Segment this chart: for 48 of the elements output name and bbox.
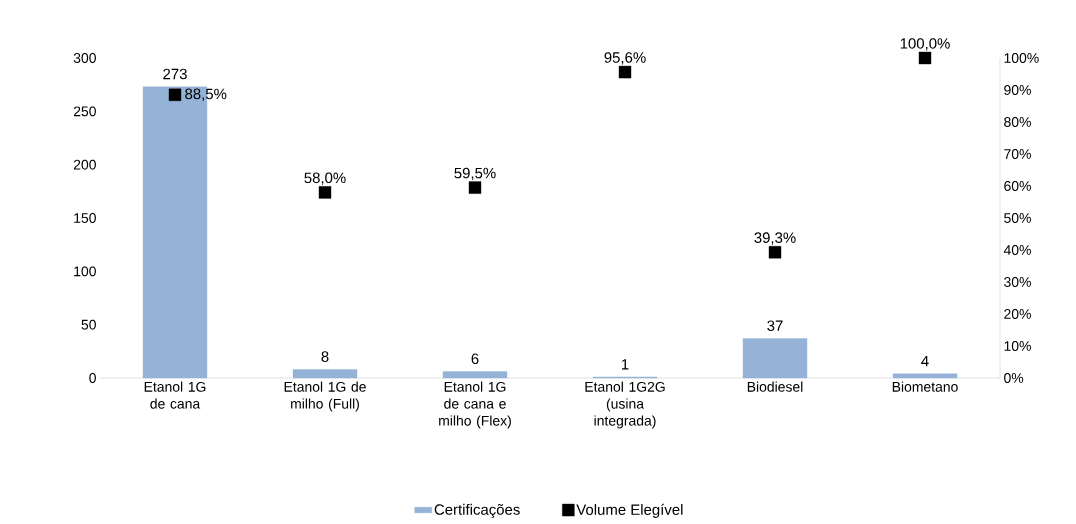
x-tick-label: Etanol 1G de milho (Full) [284,381,366,412]
point [318,186,332,199]
data-label: 6 [471,353,479,365]
y2-tick-label: 60% [1004,181,1031,191]
point [468,181,482,194]
point [168,88,182,101]
point [918,51,932,65]
data-label: 58,0% [304,172,346,185]
y-tick-label: 250 [73,106,96,117]
y2-tick-label: 40% [1003,245,1031,255]
y-tick-label: 100 [74,266,96,277]
bar [292,369,358,379]
data-label: 88,5% [185,88,227,101]
data-label: 39,3% [754,232,796,245]
data-label: 100,0% [900,38,950,51]
y2-tick-label: 20% [1004,309,1031,319]
y-tick-label: 300 [73,53,96,63]
point [618,65,632,79]
legend-label: Certificações [434,503,520,518]
y2-tick-label: 30% [1004,277,1031,287]
y2-tick-label: 70% [1004,149,1031,159]
data-label: 95,6% [604,52,646,65]
bar [742,338,808,379]
x-tick-label: Etanol 1G de cana [144,381,206,409]
data-label: 8 [321,351,329,362]
y2-tick-label: 90% [1004,85,1031,95]
y-tick-label: 150 [74,213,96,223]
x-tick-label: Biodiesel [747,381,803,392]
data-label: 4 [921,355,929,367]
y-tick-label: 50 [81,319,96,330]
y-tick-label: 0 [89,373,96,383]
data-label: 59,5% [454,167,496,181]
x-tick-label: Biometano [892,381,958,392]
y2-tick-label: 50% [1004,213,1031,223]
y-tick-label: 200 [73,159,96,170]
y2-tick-label: 80% [1004,117,1031,127]
point [768,246,782,259]
data-label: 273 [163,68,187,80]
bar [892,373,958,379]
y2-tick-label: 0% [1004,373,1024,383]
data-label: 1 [621,359,629,370]
y2-tick-label: 10% [1004,341,1031,351]
x-tick-label: Etanol 1G de cana e milho (Flex) [439,381,511,429]
bar [442,371,508,379]
x-tick-label: Etanol 1G2G (usina integrada) [585,381,665,429]
y2-tick-label: 100% [1004,53,1039,63]
legend-label: Volume Elegível [576,503,683,518]
data-label: 37 [767,320,783,332]
